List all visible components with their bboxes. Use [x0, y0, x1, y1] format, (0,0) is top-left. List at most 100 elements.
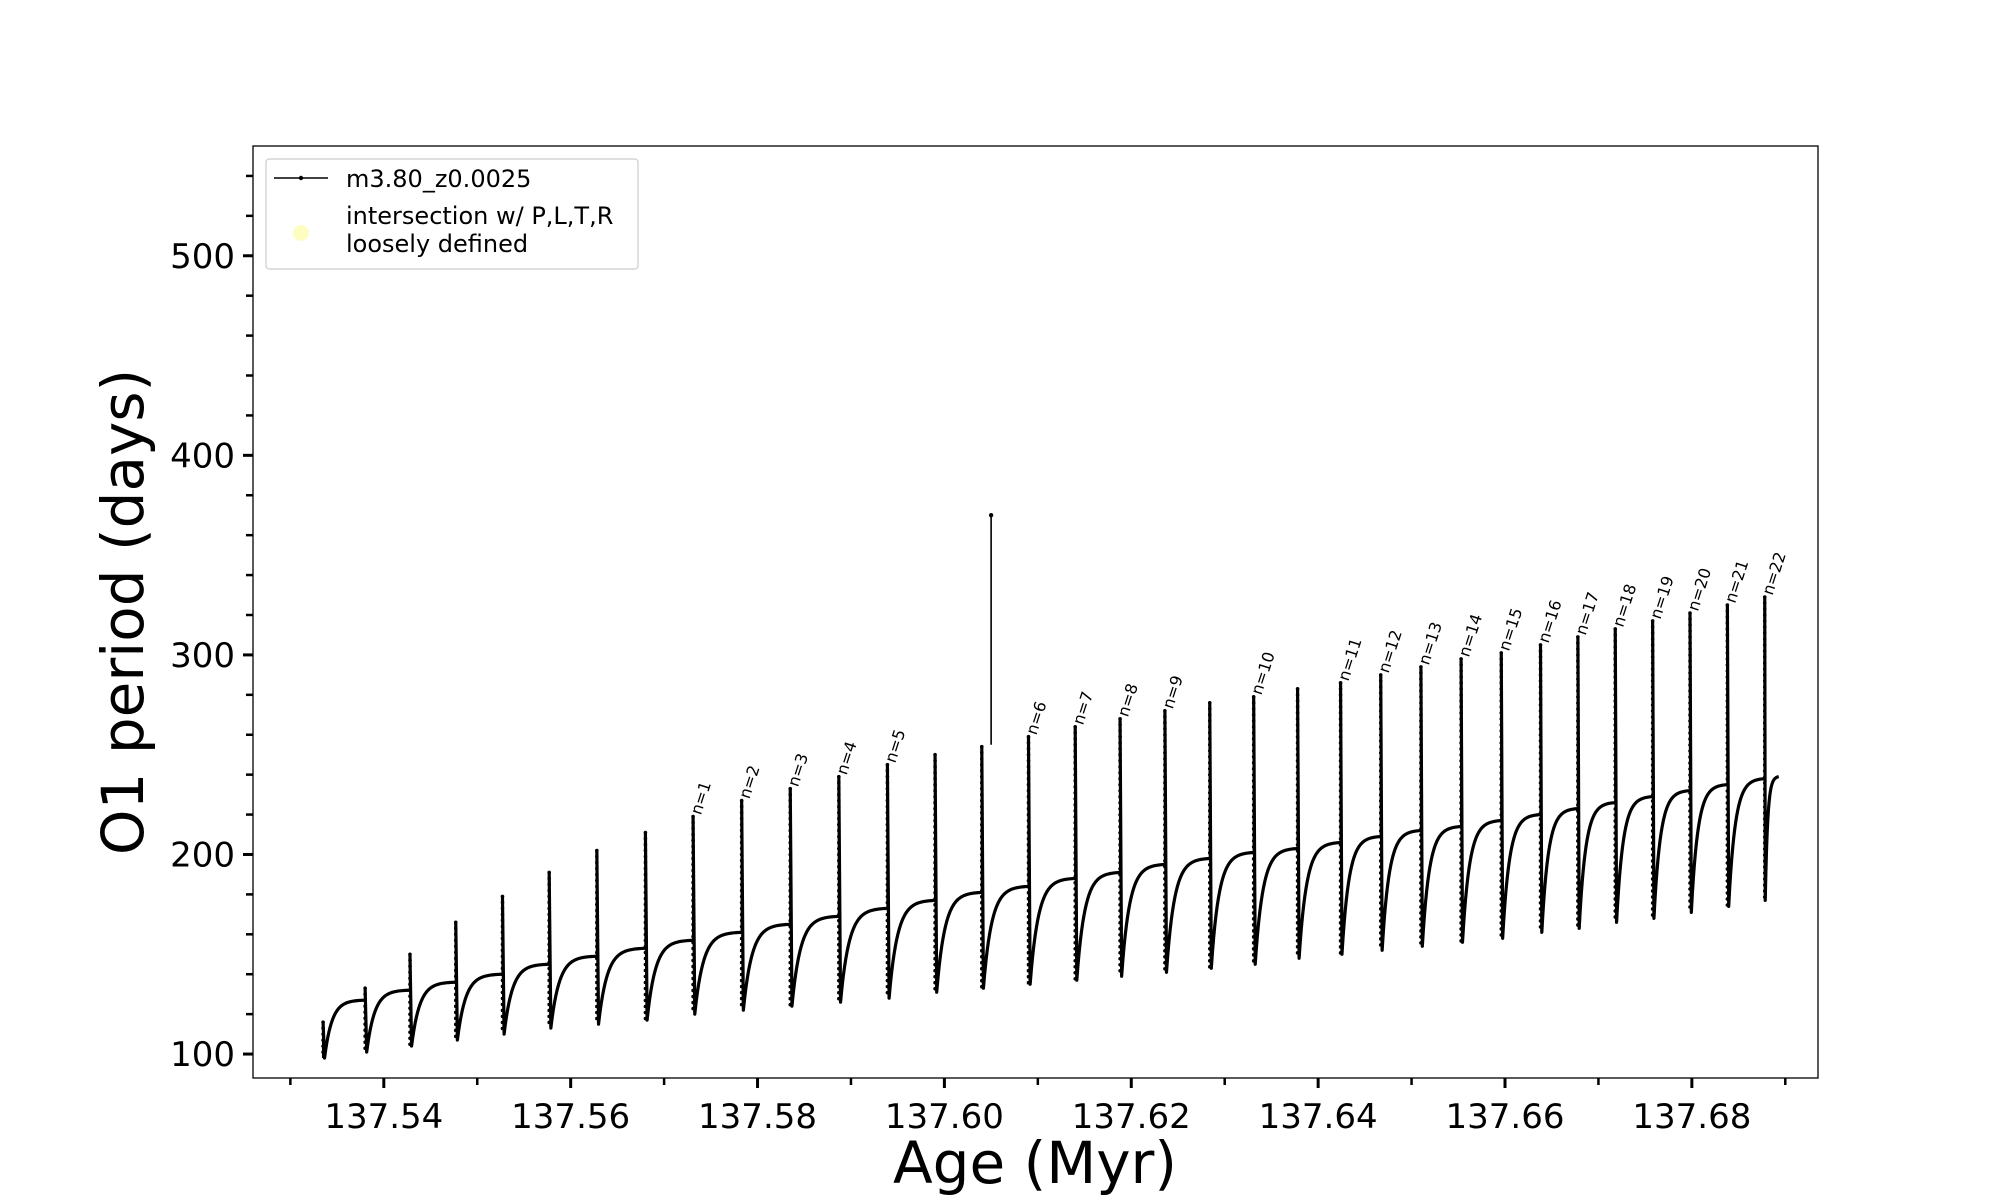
- series-point: [1499, 849, 1504, 853]
- series-point: [1118, 878, 1122, 883]
- series-point: [1499, 843, 1504, 847]
- series-point: [1251, 875, 1256, 879]
- series-point: [1650, 859, 1655, 863]
- series-point: [363, 1034, 367, 1038]
- series-point: [788, 954, 793, 959]
- x-tick-label: 137.58: [698, 1097, 817, 1137]
- series-point: [453, 1016, 458, 1021]
- series-cycle-14: [933, 754, 983, 994]
- series-point: [885, 990, 890, 995]
- series-point: [788, 924, 793, 929]
- series-point: [408, 1012, 412, 1017]
- series-point: [1073, 904, 1078, 909]
- series-point: [500, 990, 505, 995]
- x-tick-label: 137.54: [324, 1097, 443, 1137]
- series-point: [1207, 965, 1212, 969]
- series-cycle-23: [1338, 682, 1382, 956]
- series-point: [1576, 905, 1580, 909]
- series-point: [1251, 935, 1256, 939]
- legend-intersection-label-line-1: intersection w/ P,L,T,R: [346, 202, 613, 230]
- series-point: [1650, 817, 1655, 821]
- series-point: [1295, 855, 1300, 859]
- series-point: [1378, 895, 1383, 899]
- series-point: [643, 986, 648, 991]
- series-point: [1118, 938, 1122, 943]
- series-point: [1499, 831, 1504, 835]
- series-point: [1378, 931, 1383, 935]
- series-point: [1207, 947, 1212, 951]
- series-point: [1419, 899, 1423, 903]
- series-point: [1295, 945, 1300, 949]
- series-point: [788, 990, 793, 995]
- series-point: [1688, 833, 1692, 837]
- series-point: [1118, 890, 1122, 895]
- series-point: [1688, 839, 1692, 843]
- series-point: [1725, 795, 1730, 799]
- series-point: [1163, 954, 1167, 959]
- series-point: [837, 960, 841, 965]
- series-point: [739, 966, 744, 971]
- series-point: [1251, 857, 1256, 861]
- series-point: [1459, 867, 1463, 871]
- series-point: [1613, 861, 1618, 865]
- series-point: [1207, 917, 1212, 921]
- series-point: [1251, 929, 1256, 933]
- series-point: [691, 988, 695, 993]
- series-point: [1207, 887, 1212, 891]
- series-point: [1338, 897, 1343, 901]
- series-point: [500, 1002, 505, 1007]
- series-cycle-26: [1459, 658, 1502, 944]
- series-cycle-19: [1163, 710, 1211, 974]
- series-point: [1026, 938, 1031, 943]
- series-point: [1295, 867, 1300, 871]
- series-point: [1499, 855, 1504, 859]
- series-point: [1688, 821, 1692, 825]
- series-point: [1073, 976, 1078, 981]
- series-point: [1338, 915, 1343, 919]
- series-point: [1295, 879, 1300, 883]
- series-point: [1650, 847, 1655, 851]
- series-point: [1419, 857, 1423, 861]
- series-point: [1295, 849, 1300, 853]
- series-point: [691, 1000, 695, 1005]
- series-point: [1538, 925, 1543, 929]
- series-point: [1688, 791, 1692, 795]
- series-point: [691, 952, 695, 957]
- series-point: [837, 942, 841, 947]
- series-point: [1163, 930, 1167, 935]
- series-point: [1762, 847, 1767, 851]
- series-point: [1688, 905, 1692, 909]
- series-point: [885, 978, 890, 983]
- series-point: [885, 960, 890, 965]
- series-cycle-10: [740, 800, 791, 1012]
- series-point: [933, 968, 937, 973]
- series-point: [1762, 871, 1767, 875]
- series-point: [1295, 921, 1300, 925]
- series-point: [979, 960, 984, 965]
- series-point: [1073, 880, 1078, 885]
- series-point: [1026, 902, 1031, 907]
- series-point: [1650, 901, 1655, 905]
- series-point: [1295, 927, 1300, 931]
- series-cycle-6: [547, 872, 598, 1030]
- series-point: [1338, 891, 1343, 895]
- y-tick-label: 300: [170, 636, 235, 676]
- series-point: [1650, 823, 1655, 827]
- series-point: [837, 966, 841, 971]
- series-point: [1459, 921, 1463, 925]
- series-point: [1499, 885, 1504, 889]
- series-point: [885, 924, 890, 929]
- y-tick-label: 100: [170, 1035, 235, 1075]
- series-point: [453, 986, 458, 991]
- series-point: [979, 900, 984, 905]
- series-point: [1419, 869, 1423, 873]
- series-point: [1459, 837, 1463, 841]
- legend: m3.80_z0.0025 intersection w/ P,L,T,R lo…: [265, 158, 639, 270]
- series-point: [885, 936, 890, 941]
- x-tick-label: 137.60: [885, 1097, 1004, 1137]
- series-point: [1725, 873, 1730, 877]
- series-point: [1762, 859, 1767, 863]
- series-point: [595, 974, 599, 979]
- series-point: [1419, 893, 1423, 897]
- series-point: [837, 930, 841, 935]
